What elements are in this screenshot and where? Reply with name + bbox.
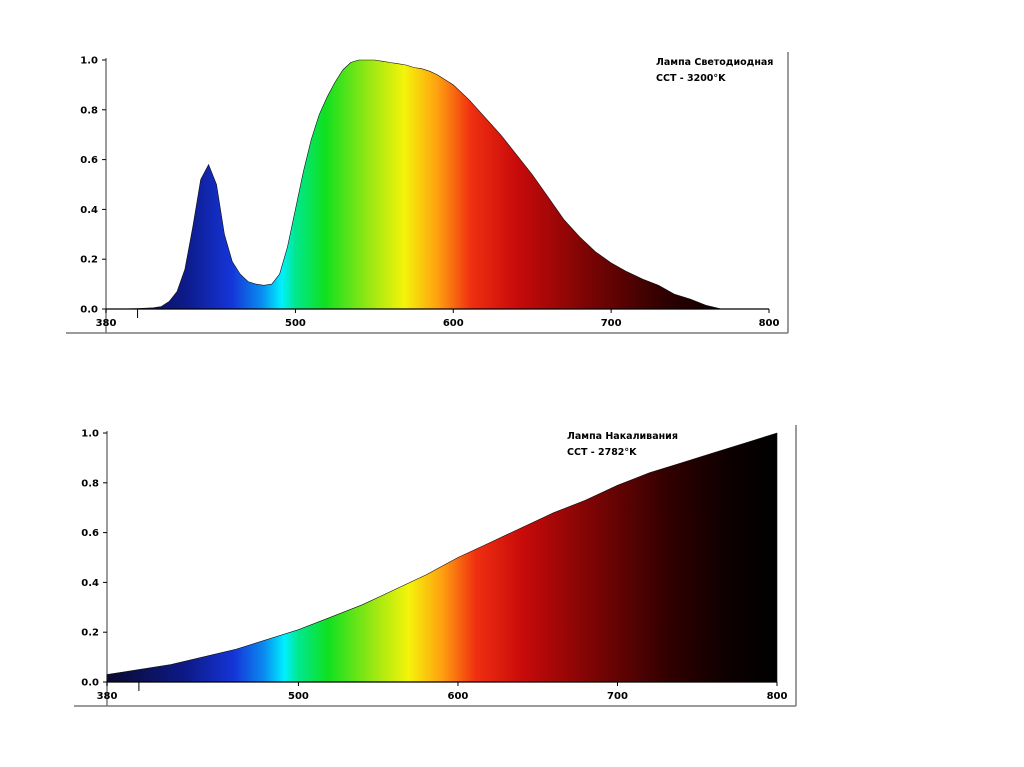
- led-x-tick-label: 380: [96, 318, 117, 329]
- led-y-tick-label: 0.6: [80, 155, 98, 166]
- incandescent-y-tick-label: 0.0: [81, 678, 99, 689]
- incandescent-annotation-line: Лампа Накаливания: [567, 431, 678, 442]
- led-y-tick-label: 0.4: [80, 205, 98, 216]
- incandescent-x-tick-label: 800: [767, 691, 788, 702]
- led-x-tick-label: 600: [443, 318, 464, 329]
- led-y-tick-label: 0.0: [80, 305, 98, 316]
- incandescent-x-tick-label: 380: [97, 691, 118, 702]
- incandescent-y-tick-label: 0.2: [81, 628, 99, 639]
- led-spectrum-chart: 0.0 0.2 0.4 0.6 0.8 1.0 380 500 600 700 800 Лампа С…: [66, 48, 789, 338]
- led-y-tick-label: 1.0: [80, 56, 98, 67]
- incandescent-x-tick-label: 700: [607, 691, 628, 702]
- incandescent-y-tick-label: 0.4: [81, 578, 99, 589]
- led-annotation-line: CCT - 3200°K: [656, 73, 726, 84]
- incandescent-x-tick-label: 500: [288, 691, 309, 702]
- led-x-tick-label: 500: [285, 318, 306, 329]
- led-y-tick-label: 0.8: [80, 105, 98, 116]
- incandescent-x-tick-label: 600: [448, 691, 469, 702]
- led-spectrum-area: [106, 59, 769, 310]
- led-y-tick-label: 0.2: [80, 255, 98, 266]
- incandescent-y-tick-label: 0.6: [81, 528, 99, 539]
- led-x-tick-label: 700: [601, 318, 622, 329]
- led-annotation-line: Лампа Светодиодная: [656, 57, 773, 68]
- incandescent-spectrum-plot: 0.0 0.2 0.4 0.6 0.8 1.0 380 500 600 700 800 Лампа Н…: [74, 425, 797, 707]
- incandescent-y-tick-label: 0.8: [81, 478, 99, 489]
- incandescent-spectrum-chart: 0.0 0.2 0.4 0.6 0.8 1.0 380 500 600 700 800 Лампа Н…: [74, 421, 798, 711]
- led-x-tick-label: 800: [759, 318, 780, 329]
- incandescent-spectrum-area: [106, 432, 778, 683]
- incandescent-y-tick-label: 1.0: [81, 429, 99, 440]
- led-spectrum-plot: 0.0 0.2 0.4 0.6 0.8 1.0 380 500 600 700 800 Лампа С…: [66, 52, 789, 334]
- incandescent-annotation-line: CCT - 2782°K: [567, 447, 637, 458]
